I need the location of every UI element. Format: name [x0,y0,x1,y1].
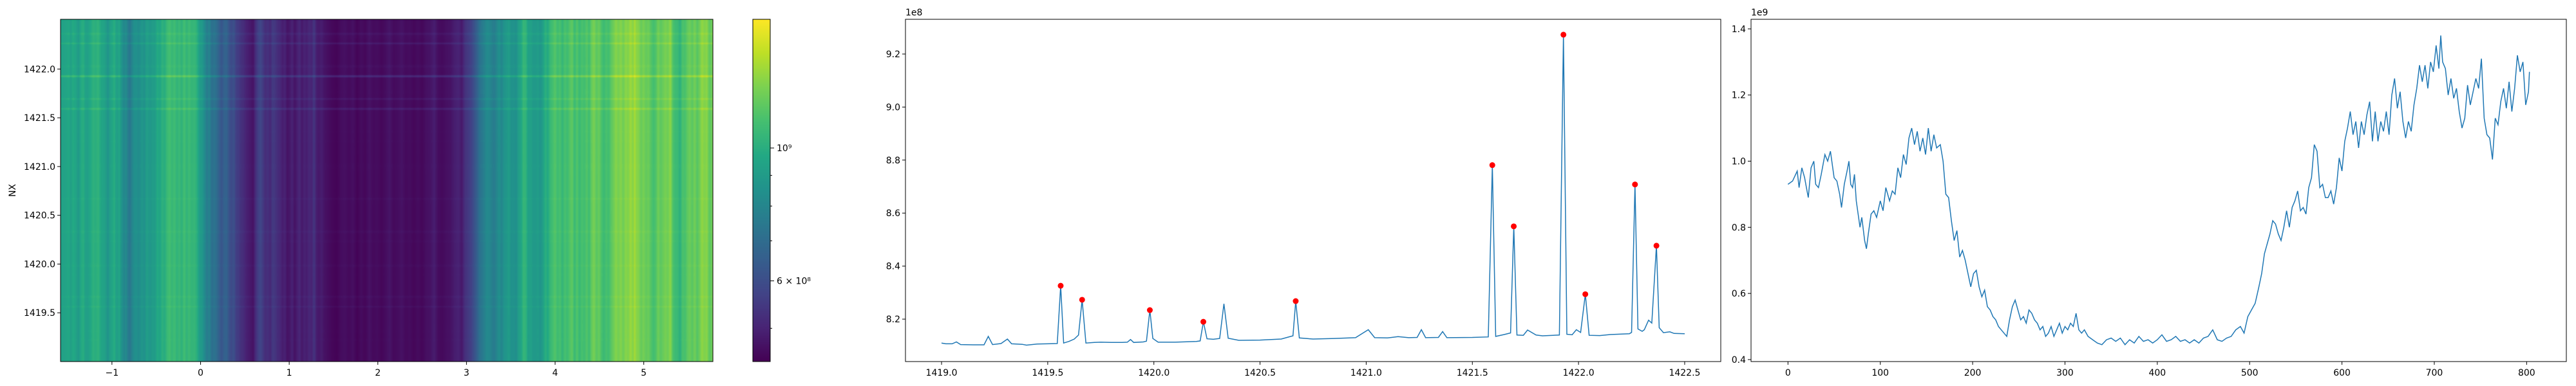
timeseries-offset-label: 1e9 [1751,8,1768,18]
x-tick-label: 1419.0 [926,368,958,378]
x-tick-label: 1420.5 [1244,368,1276,378]
x-tick-label: 700 [2426,368,2443,378]
x-tick-label: 1421.0 [1350,368,1382,378]
colorbar-gradient [752,19,771,362]
y-tick-label: 1.4 [1732,24,1746,35]
peak-marker [1079,297,1085,303]
heatmap-frame [60,19,714,362]
spectrum-line [941,34,1685,346]
peak-marker [1653,243,1660,249]
y-tick-label: 1422.0 [24,64,55,75]
y-tick-label: 8.8 [886,156,900,166]
x-tick-label: 400 [2148,368,2166,378]
x-tick-label: −1 [106,368,119,378]
x-tick-label: 0 [198,368,204,378]
peak-marker [1146,307,1153,313]
x-tick-label: 3 [464,368,469,378]
timeseries-line [1787,35,2530,345]
y-tick-label: 1420.0 [24,259,55,270]
x-tick-label: 0 [1785,368,1791,378]
x-tick-label: 200 [1964,368,1982,378]
peak-marker [1293,298,1299,304]
y-tick-label: 0.8 [1732,223,1746,233]
x-tick-label: 1420.0 [1138,368,1170,378]
peak-marker [1632,181,1638,188]
y-tick-label: 0.6 [1732,289,1746,299]
y-tick-label: 1.2 [1732,91,1746,101]
x-tick-label: 2 [375,368,381,378]
y-tick-label: 0.4 [1732,355,1746,365]
x-tick-label: 1 [287,368,292,378]
x-tick-label: 1422.5 [1669,368,1700,378]
y-tick-label: 9.2 [886,50,900,60]
colorbar: 10⁹ 6 × 10⁸ [752,19,811,362]
peak-marker [1582,291,1589,297]
x-tick-label: 100 [1871,368,1889,378]
x-tick-label: 500 [2241,368,2259,378]
x-tick-label: 800 [2518,368,2535,378]
x-tick-label: 4 [553,368,558,378]
y-tick-label: 1419.5 [24,308,55,318]
y-tick-label: 9.0 [886,102,900,113]
colorbar-tick-label: 6 × 10⁸ [777,277,811,287]
x-tick-label: 600 [2333,368,2351,378]
heatmap-axes: NX −1 0 1 2 3 4 5 1419.5 1420.0 1420.5 1421.0 1421.… [8,19,714,378]
timeseries-frame [1750,19,2567,362]
colorbar-tick-label: 10⁹ [777,143,792,154]
y-tick-label: 1421.5 [24,113,55,124]
y-tick-label: 1.0 [1732,157,1746,167]
y-tick-label: 1420.5 [24,211,55,221]
peak-marker [1200,318,1207,325]
x-tick-label: 1422.0 [1563,368,1595,378]
peak-marker [1560,32,1567,38]
peak-marker [1511,223,1517,230]
spectrum-axes: 1e8 1419.0 1419.5 1420.0 1420.5 1421.0 1421.5… [886,8,1721,378]
spectrum-frame [905,19,1721,362]
peak-marker [1057,282,1064,289]
y-tick-label: 8.4 [886,262,900,272]
x-tick-label: 1421.5 [1457,368,1488,378]
y-tick-label: 8.6 [886,208,900,219]
y-tick-label: 8.2 [886,315,900,325]
spectrum-offset-label: 1e8 [905,8,922,18]
x-tick-label: 300 [2056,368,2074,378]
heatmap-image [61,19,713,362]
y-tick-label: 1421.0 [24,162,55,172]
heatmap-y-axis-label: NX [8,184,18,197]
peak-marker [1489,162,1495,169]
x-tick-label: 1419.5 [1032,368,1063,378]
x-tick-label: 5 [641,368,647,378]
timeseries-axes: 1e9 0 100 200 300 400 500 600 700 800 0.4 0.6 0.8 1.… [1732,8,2567,378]
